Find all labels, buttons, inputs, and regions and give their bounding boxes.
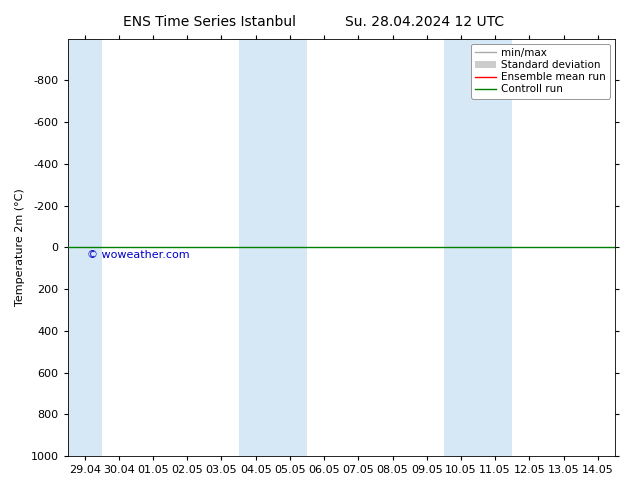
Bar	[478, 39, 512, 456]
Bar	[273, 39, 307, 456]
Text: ENS Time Series Istanbul: ENS Time Series Istanbul	[123, 15, 295, 29]
Text: Su. 28.04.2024 12 UTC: Su. 28.04.2024 12 UTC	[346, 15, 504, 29]
Bar	[444, 39, 478, 456]
Y-axis label: Temperature 2m (°C): Temperature 2m (°C)	[15, 189, 25, 306]
Legend: min/max, Standard deviation, Ensemble mean run, Controll run: min/max, Standard deviation, Ensemble me…	[470, 44, 610, 98]
Bar	[238, 39, 273, 456]
Bar	[68, 39, 102, 456]
Text: © woweather.com: © woweather.com	[87, 250, 190, 260]
